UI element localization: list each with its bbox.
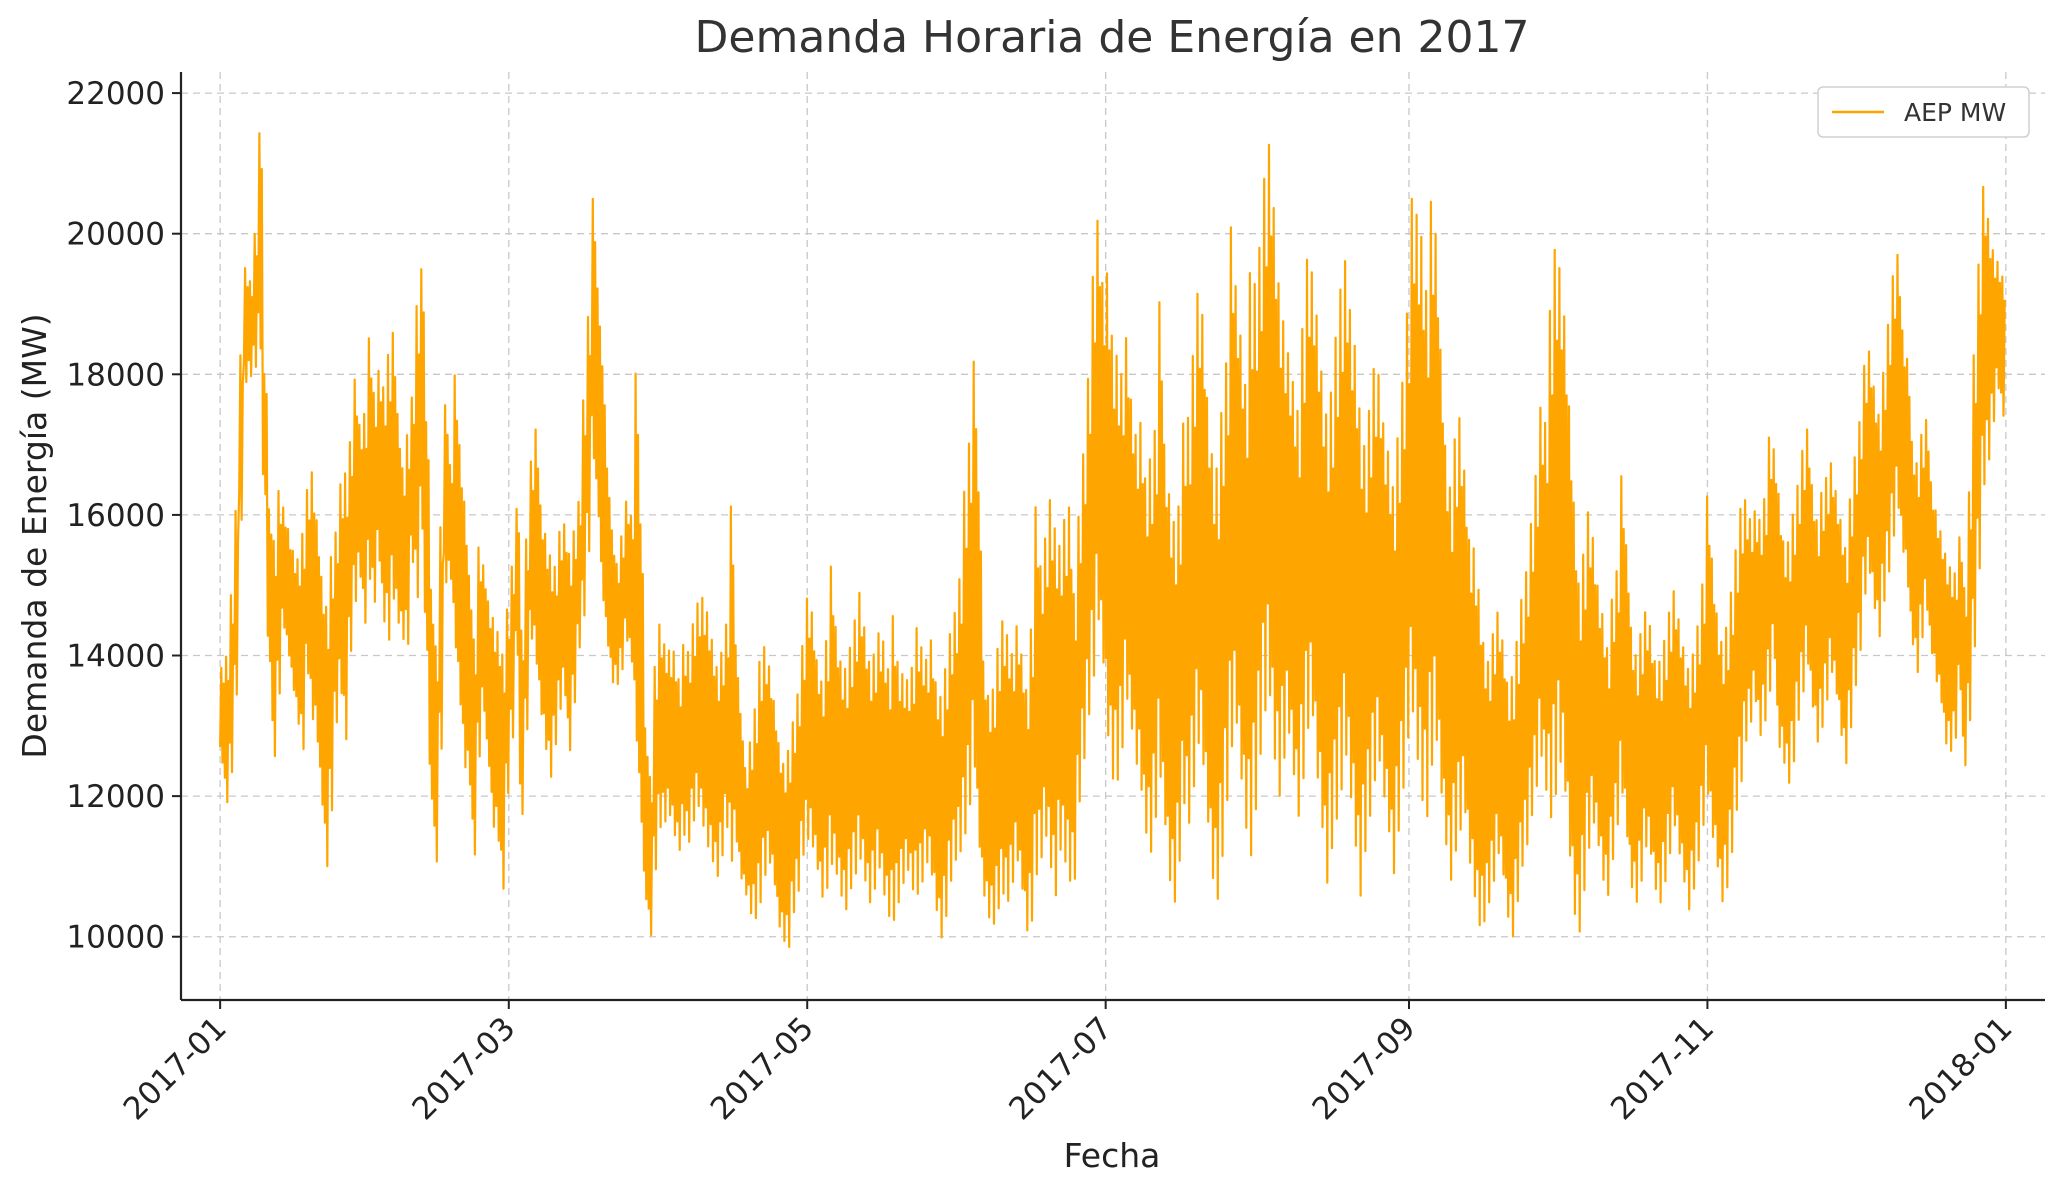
y-tick-label: 18000 — [66, 357, 165, 393]
x-tick-label: 2018-01 — [1902, 1010, 2019, 1127]
series-aep-mw — [219, 132, 2006, 948]
y-tick-label: 16000 — [66, 498, 165, 534]
ticks: 10000 12000 14000 16000 18000 20000 22000 2017-… — [66, 76, 2019, 1127]
x-tick-label: 2017-03 — [405, 1010, 522, 1127]
y-tick-label: 20000 — [66, 217, 165, 253]
legend: AEP MW — [1817, 86, 2030, 138]
y-axis-label: Demanda de Energía (MW) — [15, 313, 54, 758]
y-tick-label: 10000 — [66, 920, 165, 956]
x-tick-label: 2017-09 — [1306, 1010, 1423, 1127]
x-tick-label: 2017-01 — [117, 1010, 234, 1127]
x-tick-label: 2017-07 — [1002, 1010, 1119, 1127]
x-axis-label: Fecha — [1064, 1136, 1161, 1175]
y-tick-label: 12000 — [66, 779, 165, 815]
y-tick-label: 14000 — [66, 639, 165, 675]
y-tick-label: 22000 — [66, 76, 165, 112]
legend-label: AEP MW — [1904, 98, 2006, 127]
series-line-aep-mw — [219, 132, 2006, 948]
legend-box — [1817, 86, 2030, 138]
chart-title: Demanda Horaria de Energía en 2017 — [695, 12, 1530, 63]
x-tick-label: 2017-05 — [704, 1010, 821, 1127]
axes — [179, 72, 2045, 1002]
x-tick-label: 2017-11 — [1604, 1010, 1721, 1127]
